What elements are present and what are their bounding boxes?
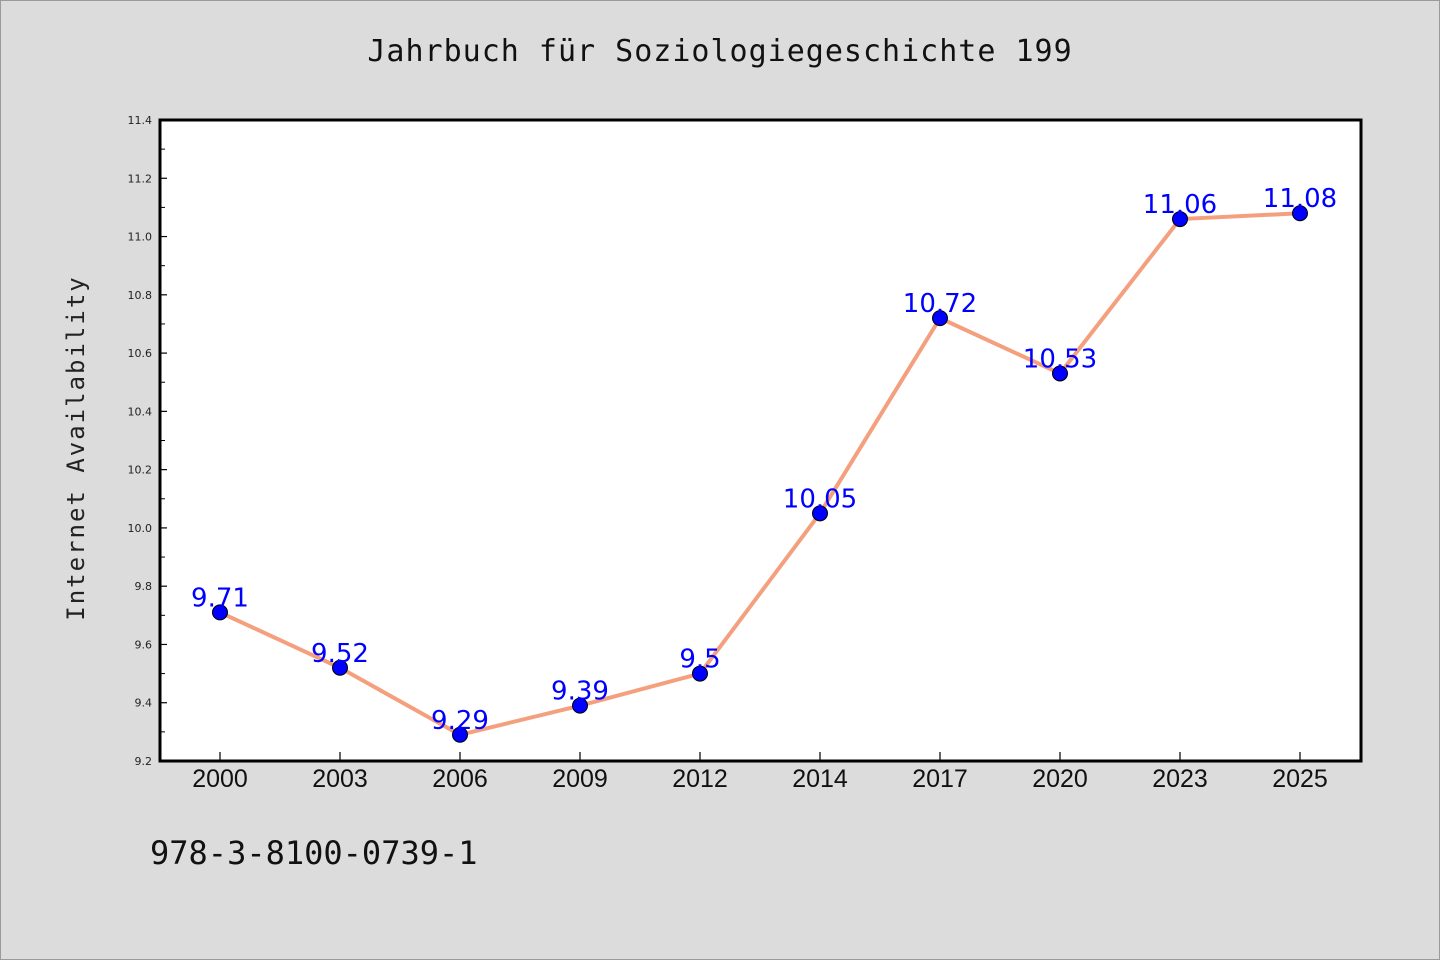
y-tick-label: 10.8 <box>128 289 153 302</box>
x-tick-label: 2020 <box>1032 765 1088 793</box>
data-point <box>932 310 948 327</box>
series-line-group <box>219 211 1301 737</box>
y-tick-label: 11.0 <box>128 231 153 244</box>
x-tick-label: 2006 <box>432 765 488 793</box>
data-point <box>1292 205 1308 222</box>
y-tick-label: 10.2 <box>128 464 153 477</box>
chart-title: Jahrbuch für Soziologiegeschichte 199 <box>367 34 1073 69</box>
x-tick-label: 2000 <box>192 765 248 793</box>
data-point <box>812 505 828 522</box>
data-label: 10.05 <box>783 484 857 514</box>
data-point <box>332 659 348 676</box>
x-tick-label: 2014 <box>792 765 848 793</box>
y-tick-label: 9.4 <box>135 697 153 710</box>
data-label: 9.39 <box>551 677 609 707</box>
data-label: 9.71 <box>191 583 249 613</box>
data-label: 11.08 <box>1263 184 1337 214</box>
data-point <box>572 697 588 714</box>
data-point <box>1172 211 1188 228</box>
data-label: 9.29 <box>431 706 489 736</box>
x-tick-label: 2017 <box>912 765 968 793</box>
data-label: 11.06 <box>1143 190 1217 220</box>
x-tick-label: 2003 <box>312 765 368 793</box>
y-tick-label: 10.0 <box>128 522 153 535</box>
footer-isbn: 978-3-8100-0739-1 <box>150 834 478 872</box>
y-axis-ticks: 9.2 9.4 9.6 9.8 10.0 10.2 10.4 10.6 10.8 11.0 11.2… <box>128 114 167 768</box>
series-line <box>219 211 1301 737</box>
data-label: 9.52 <box>311 639 369 669</box>
x-tick-label: 2009 <box>552 765 608 793</box>
data-label: 10.53 <box>1023 344 1097 374</box>
y-tick-label: 10.6 <box>128 347 153 360</box>
y-tick-label: 11.4 <box>128 114 153 127</box>
y-tick-label: 9.6 <box>135 638 153 651</box>
data-label: 9.5 <box>679 645 720 675</box>
data-label: 10.72 <box>903 289 977 319</box>
data-point <box>212 604 228 621</box>
data-point <box>1052 365 1068 382</box>
data-point <box>692 665 708 682</box>
plot-area <box>158 118 1363 763</box>
y-tick-label: 9.8 <box>135 580 153 593</box>
x-tick-label: 2025 <box>1272 765 1328 793</box>
y-tick-label: 10.4 <box>128 405 153 418</box>
y-tick-label: 9.2 <box>135 755 153 768</box>
data-labels: 9.71 9.52 9.29 9.39 9.5 10.05 10.72 10.53 11.06 1… <box>191 184 1337 736</box>
y-tick-label: 11.2 <box>128 172 153 185</box>
x-tick-label: 2012 <box>672 765 728 793</box>
x-axis-ticks: 2000 2003 2006 2009 2012 2014 2017 2020 2023 2025 <box>192 752 1328 793</box>
x-tick-label: 2023 <box>1152 765 1208 793</box>
data-markers <box>212 205 1308 743</box>
data-point <box>452 726 468 743</box>
